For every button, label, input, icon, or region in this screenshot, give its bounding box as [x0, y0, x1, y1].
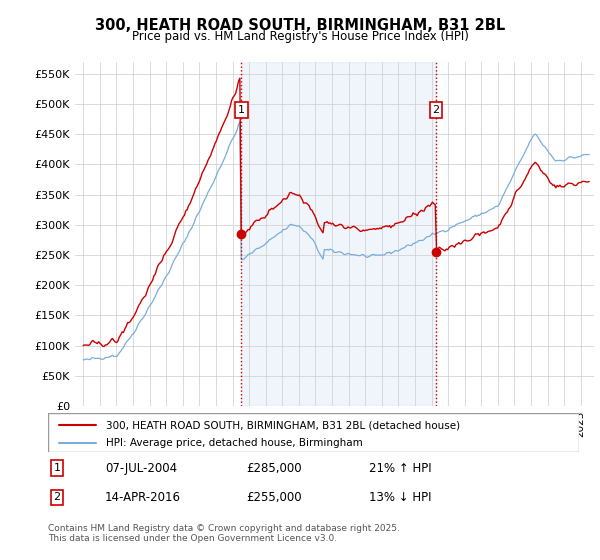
Text: 1: 1: [238, 105, 245, 115]
Text: 13% ↓ HPI: 13% ↓ HPI: [369, 491, 431, 504]
Text: 14-APR-2016: 14-APR-2016: [105, 491, 181, 504]
FancyBboxPatch shape: [48, 413, 579, 452]
Text: HPI: Average price, detached house, Birmingham: HPI: Average price, detached house, Birm…: [106, 438, 363, 447]
Text: 300, HEATH ROAD SOUTH, BIRMINGHAM, B31 2BL (detached house): 300, HEATH ROAD SOUTH, BIRMINGHAM, B31 2…: [106, 420, 461, 430]
Text: 2: 2: [53, 492, 61, 502]
Text: 21% ↑ HPI: 21% ↑ HPI: [369, 461, 431, 475]
Text: 2: 2: [433, 105, 440, 115]
Text: £285,000: £285,000: [246, 461, 302, 475]
Text: 1: 1: [53, 463, 61, 473]
Text: Contains HM Land Registry data © Crown copyright and database right 2025.
This d: Contains HM Land Registry data © Crown c…: [48, 524, 400, 543]
Text: Price paid vs. HM Land Registry's House Price Index (HPI): Price paid vs. HM Land Registry's House …: [131, 30, 469, 43]
Text: 300, HEATH ROAD SOUTH, BIRMINGHAM, B31 2BL: 300, HEATH ROAD SOUTH, BIRMINGHAM, B31 2…: [95, 18, 505, 33]
Text: £255,000: £255,000: [246, 491, 302, 504]
Bar: [241, 62, 436, 406]
Text: 07-JUL-2004: 07-JUL-2004: [105, 461, 177, 475]
